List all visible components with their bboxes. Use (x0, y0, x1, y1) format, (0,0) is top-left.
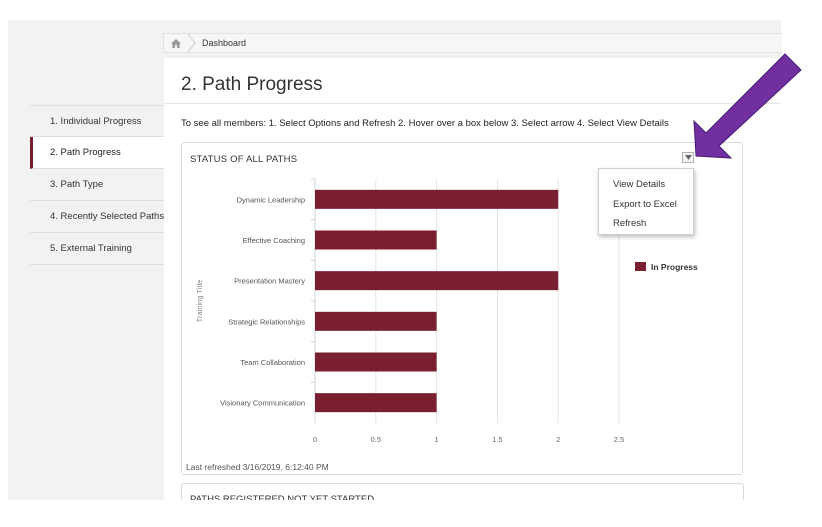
breadcrumb-dashboard[interactable]: Dashboard (202, 38, 247, 48)
bar-visionary-communication (315, 393, 437, 413)
panel-menu-button[interactable] (682, 152, 694, 163)
category-label: Strategic Relationships (228, 317, 305, 326)
sidebar-item-individual-progress[interactable]: 1. Individual Progress (30, 105, 164, 137)
triangle-down-icon (684, 155, 692, 160)
legend-label: In Progress (651, 262, 698, 272)
sidebar-item-external-training[interactable]: 5. External Training (30, 233, 164, 265)
breadcrumb-separator (188, 34, 196, 52)
bar-effective-coaching (315, 230, 437, 250)
status-bar-chart: 0 0.5 1 1.5 2 2.5 Dynamic Leadership Effective … (195, 178, 698, 444)
panel2-title: PATHS REGISTERED NOT YET STARTED (190, 494, 374, 505)
breadcrumb: Dashboard (163, 33, 782, 53)
panel-options-menu: View Details Export to Excel Refresh (598, 168, 694, 235)
title-divider (164, 103, 781, 104)
menu-item-view-details[interactable]: View Details (613, 179, 666, 190)
x-tick-label: 2 (556, 435, 560, 444)
category-label: Effective Coaching (243, 236, 305, 245)
bar-strategic-relationships (315, 311, 437, 331)
bar-presentation-mastery (315, 271, 559, 291)
x-tick-label: 0 (313, 435, 317, 444)
instructions-text: To see all members: 1. Select Options an… (181, 118, 669, 129)
bar-team-collaboration (315, 352, 437, 372)
main-content: 2. Path Progress To see all members: 1. … (164, 58, 781, 500)
page-bottom-margin (0, 500, 822, 527)
sidebar-item-recently-selected-paths[interactable]: 4. Recently Selected Paths (30, 201, 164, 233)
menu-item-refresh[interactable]: Refresh (613, 218, 647, 229)
sidebar-item-path-type[interactable]: 3. Path Type (30, 169, 164, 201)
x-tick-label: 0.5 (371, 435, 381, 444)
page-title: 2. Path Progress (181, 74, 323, 95)
x-tick-label: 1 (435, 435, 439, 444)
category-label: Dynamic Leadership (237, 195, 305, 204)
bar-dynamic-leadership (315, 189, 559, 209)
x-tick-label: 1.5 (492, 435, 502, 444)
status-panel: STATUS OF ALL PATHS 0 0.5 1 1.5 2 2.5 Dynamic … (181, 142, 743, 475)
panel-title: STATUS OF ALL PATHS (190, 154, 298, 165)
x-tick-label: 2.5 (614, 435, 624, 444)
category-label: Visionary Communication (220, 399, 305, 408)
sidebar-nav: 1. Individual Progress 2. Path Progress … (30, 105, 164, 265)
y-axis-title: Training Title (195, 280, 204, 323)
legend-swatch (635, 262, 646, 271)
last-refreshed-text: Last refreshed 3/16/2019, 6:12:40 PM (186, 462, 329, 472)
category-label: Presentation Mastery (234, 277, 305, 286)
menu-item-export-to-excel[interactable]: Export to Excel (613, 198, 677, 210)
sidebar-item-path-progress[interactable]: 2. Path Progress (30, 137, 164, 169)
category-label: Team Collaboration (240, 358, 305, 367)
home-icon[interactable] (164, 38, 188, 48)
